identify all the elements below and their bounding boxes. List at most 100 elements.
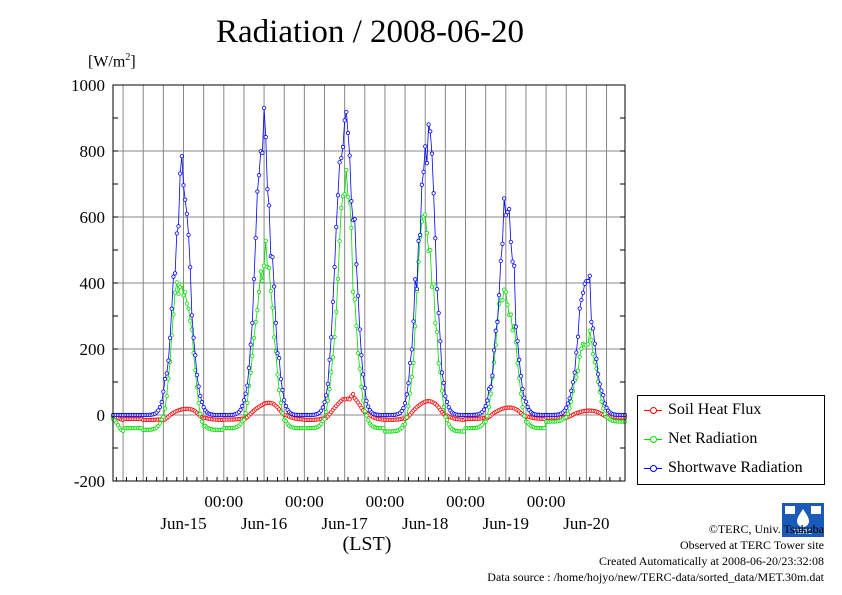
data-point-net-radiation — [345, 194, 351, 199]
data-point-shortwave-radiation — [428, 129, 433, 134]
data-point-shortwave-radiation — [352, 217, 357, 222]
data-point-shortwave-radiation — [485, 398, 490, 403]
data-point-net-radiation — [441, 404, 446, 410]
data-point-shortwave-radiation — [359, 353, 364, 358]
data-point-net-radiation — [268, 288, 273, 294]
data-point-net-radiation — [324, 409, 329, 415]
data-point-net-radiation — [164, 394, 169, 399]
data-point-shortwave-radiation — [414, 286, 419, 292]
data-point-shortwave-radiation — [507, 207, 512, 212]
data-point-net-radiation — [267, 265, 272, 271]
data-point-shortwave-radiation — [162, 376, 168, 382]
credits-block: ©TERC, Univ. Tsukuba Observed at TERC To… — [487, 521, 824, 585]
y-unit-text: [W/m — [88, 53, 126, 71]
data-point-net-radiation — [522, 413, 527, 419]
data-point-shortwave-radiation — [330, 299, 336, 304]
data-point-shortwave-radiation — [325, 381, 330, 387]
data-point-shortwave-radiation — [246, 365, 252, 370]
legend-marker-net-radiation — [644, 434, 662, 444]
data-point-net-radiation — [188, 318, 193, 323]
data-point-shortwave-radiation — [602, 401, 607, 406]
data-point-net-radiation — [485, 413, 490, 419]
data-point-shortwave-radiation — [577, 306, 582, 311]
data-point-shortwave-radiation — [332, 264, 337, 270]
data-point-net-radiation — [278, 400, 283, 406]
x-tick-label: 00:00 — [446, 492, 485, 511]
data-point-soil-heat-flux — [347, 397, 352, 402]
legend-item-soil-heat-flux: Soil Heat Flux — [644, 400, 761, 420]
data-point-shortwave-radiation — [335, 193, 341, 198]
data-point-shortwave-radiation — [444, 399, 450, 404]
data-point-net-radiation — [413, 324, 418, 329]
data-point-shortwave-radiation — [240, 403, 245, 409]
data-point-net-radiation — [176, 291, 181, 296]
data-point-shortwave-radiation — [518, 374, 524, 379]
data-point-shortwave-radiation — [592, 341, 597, 346]
data-point-net-radiation — [162, 406, 168, 411]
data-point-shortwave-radiation — [399, 408, 404, 414]
data-point-shortwave-radiation — [248, 342, 253, 347]
data-point-shortwave-radiation — [419, 182, 424, 187]
data-point-shortwave-radiation — [594, 356, 599, 361]
data-point-net-radiation — [354, 323, 359, 329]
data-point-net-radiation — [251, 335, 257, 341]
data-point-shortwave-radiation — [564, 405, 569, 410]
data-point-shortwave-radiation — [585, 278, 591, 284]
data-point-shortwave-radiation — [183, 197, 188, 202]
data-point-shortwave-radiation — [265, 187, 270, 192]
data-point-net-radiation — [443, 414, 448, 419]
data-point-shortwave-radiation — [272, 284, 277, 289]
data-point-shortwave-radiation — [347, 153, 352, 158]
data-point-shortwave-radiation — [587, 273, 592, 278]
data-point-net-radiation — [411, 360, 416, 365]
y-tick-label: 600 — [80, 208, 106, 227]
data-point-shortwave-radiation — [438, 339, 443, 344]
data-point-shortwave-radiation — [198, 393, 203, 399]
data-point-shortwave-radiation — [409, 347, 414, 352]
data-point-shortwave-radiation — [515, 338, 520, 344]
data-point-net-radiation — [171, 312, 176, 317]
data-point-net-radiation — [275, 372, 280, 377]
data-point-net-radiation — [503, 290, 508, 295]
data-point-net-radiation — [436, 361, 441, 366]
data-point-shortwave-radiation — [267, 203, 272, 208]
data-point-shortwave-radiation — [159, 399, 164, 405]
data-point-shortwave-radiation — [401, 405, 406, 411]
copyright-text: ©TERC, Univ. Tsukuba — [708, 522, 824, 536]
x-tick-label: 00:00 — [285, 492, 324, 511]
data-point-net-radiation — [256, 289, 262, 294]
data-point-shortwave-radiation — [481, 407, 487, 412]
data-point-net-radiation — [344, 167, 349, 173]
data-point-net-radiation — [183, 290, 188, 295]
data-point-shortwave-radiation — [498, 258, 503, 264]
data-point-shortwave-radiation — [439, 370, 445, 375]
data-point-shortwave-radiation — [500, 241, 505, 246]
data-point-net-radiation — [585, 342, 591, 347]
data-point-shortwave-radiation — [575, 334, 581, 339]
data-point-shortwave-radiation — [188, 265, 193, 270]
data-point-net-radiation — [542, 426, 547, 431]
data-point-shortwave-radiation — [443, 394, 448, 399]
data-point-net-radiation — [518, 391, 524, 396]
data-point-net-radiation — [439, 388, 445, 393]
data-point-net-radiation — [270, 305, 275, 310]
data-point-net-radiation — [589, 337, 594, 343]
data-point-shortwave-radiation — [156, 408, 161, 413]
legend-label-shortwave-radiation: Shortwave Radiation — [668, 459, 803, 476]
data-point-shortwave-radiation — [260, 150, 265, 155]
data-point-net-radiation — [500, 298, 505, 303]
data-point-net-radiation — [258, 269, 263, 274]
data-point-shortwave-radiation — [157, 405, 163, 410]
data-point-net-radiation — [592, 360, 597, 365]
data-point-net-radiation — [362, 409, 367, 414]
data-point-shortwave-radiation — [324, 393, 329, 398]
data-point-shortwave-radiation — [508, 239, 513, 245]
data-point-shortwave-radiation — [446, 405, 451, 410]
data-point-net-radiation — [515, 361, 520, 366]
x-date-label: Jun-20 — [563, 514, 609, 533]
data-point-net-radiation — [173, 290, 178, 295]
created-text: Created Automatically at 2008-06-20/23:3… — [599, 554, 824, 568]
y-unit-superscript: 2 — [125, 52, 131, 63]
data-point-shortwave-radiation — [362, 386, 367, 391]
data-point-shortwave-radiation — [282, 398, 287, 403]
